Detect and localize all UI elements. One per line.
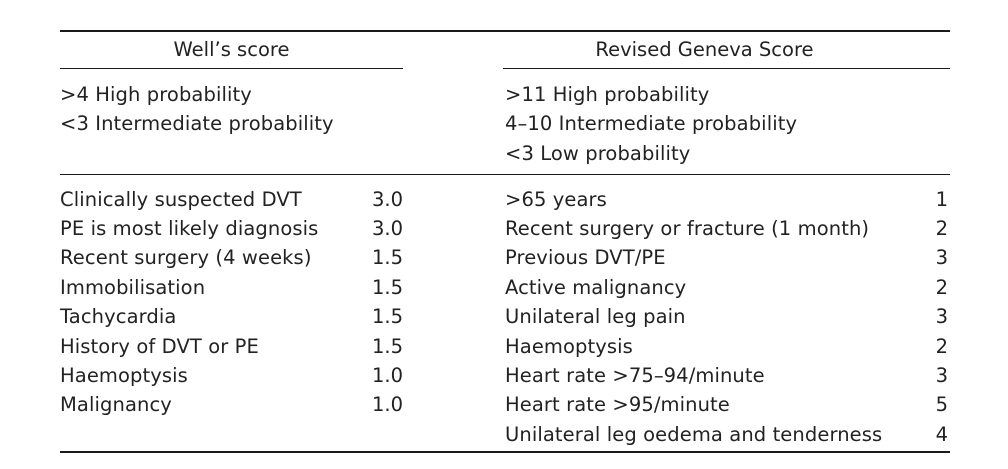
geneva-points: 5 (935, 393, 948, 416)
geneva-header-rule (503, 68, 950, 69)
wells-points: 3.0 (371, 217, 403, 240)
geneva-points: 3 (935, 364, 948, 387)
wells-criterion: Haemoptysis (60, 364, 188, 387)
geneva-criterion: Unilateral leg oedema and tenderness (505, 423, 883, 446)
wells-points: 1.5 (371, 246, 403, 269)
wells-points: 1.5 (371, 276, 403, 299)
table-bottom-rule (60, 451, 950, 453)
thresholds-divider-rule (60, 174, 950, 175)
wells-header-rule (60, 68, 403, 69)
wells-criterion: Clinically suspected DVT (60, 188, 302, 211)
geneva-points: 3 (935, 246, 948, 269)
wells-threshold-intermediate: <3 Intermediate probability (60, 112, 334, 135)
geneva-threshold-low: <3 Low probability (505, 142, 691, 165)
geneva-points: 4 (935, 423, 948, 446)
geneva-points: 2 (935, 217, 948, 240)
table-top-rule (60, 30, 950, 32)
wells-criterion: Tachycardia (60, 305, 177, 328)
wells-points: 1.5 (371, 335, 403, 358)
geneva-criterion: Heart rate >95/minute (505, 393, 730, 416)
geneva-criterion: Recent surgery or fracture (1 month) (505, 217, 870, 240)
wells-criterion: PE is most likely diagnosis (60, 217, 319, 240)
wells-points: 1.5 (371, 305, 403, 328)
wells-points: 1.0 (371, 393, 403, 416)
wells-criterion: History of DVT or PE (60, 335, 259, 358)
geneva-criterion: >65 years (505, 188, 607, 211)
wells-criterion: Immobilisation (60, 276, 206, 299)
geneva-criterion: Haemoptysis (505, 335, 633, 358)
geneva-criterion: Active malignancy (505, 276, 687, 299)
geneva-score-header: Revised Geneva Score (595, 38, 814, 61)
wells-criterion: Malignancy (60, 393, 172, 416)
wells-points: 1.0 (371, 364, 403, 387)
geneva-criterion: Unilateral leg pain (505, 305, 686, 328)
geneva-points: 2 (935, 276, 948, 299)
wells-criterion: Recent surgery (4 weeks) (60, 246, 312, 269)
geneva-points: 1 (935, 188, 948, 211)
wells-score-header: Well’s score (173, 38, 290, 61)
geneva-points: 2 (935, 335, 948, 358)
geneva-criterion: Heart rate >75–94/minute (505, 364, 765, 387)
geneva-threshold-intermediate: 4–10 Intermediate probability (505, 112, 798, 135)
wells-threshold-high: >4 High probability (60, 83, 252, 106)
geneva-points: 3 (935, 305, 948, 328)
geneva-threshold-high: >11 High probability (505, 83, 710, 106)
geneva-criterion: Previous DVT/PE (505, 246, 666, 269)
wells-points: 3.0 (371, 188, 403, 211)
